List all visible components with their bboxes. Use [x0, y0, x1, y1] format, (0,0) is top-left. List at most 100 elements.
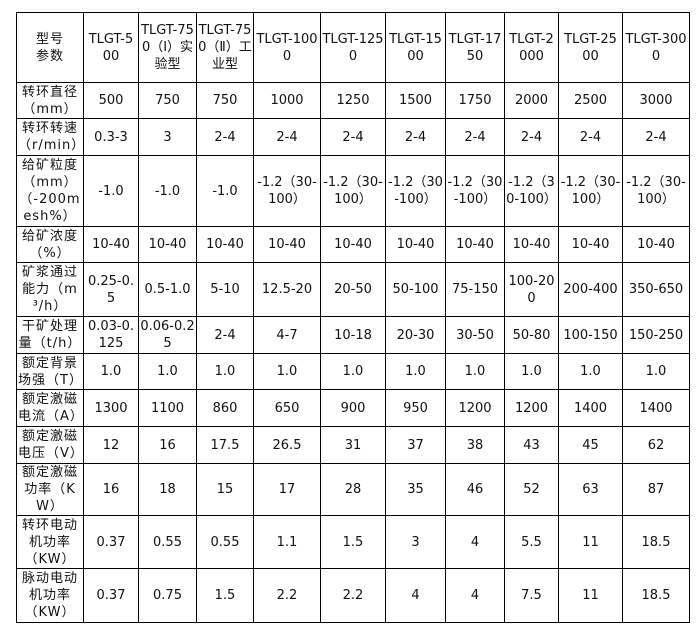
value-cell: 31: [320, 426, 386, 464]
table-row: 转环直径（mm） 500 750 750 1000 1250 1500 1750 2000 250…: [16, 82, 690, 119]
parameter-label-cell: 额定背景场强（T）: [16, 353, 84, 390]
value-cell: 75-150: [445, 262, 505, 317]
model-header-cell: TLGT-2500: [558, 12, 623, 83]
value-cell: 15: [196, 463, 254, 516]
header-corner-cell: 型号 参数: [16, 12, 84, 83]
value-cell: 750: [138, 82, 197, 119]
table-row: 脉动电动机功率（KW） 0.37 0.75 1.5 2.2 2.2 4 4 7.5 11 18.5: [16, 568, 690, 623]
value-cell: 1200: [445, 389, 505, 427]
value-cell: 0.37: [83, 568, 139, 623]
value-cell: 18.5: [622, 568, 690, 623]
value-cell: 10-40: [83, 226, 139, 263]
value-cell: 30-50: [445, 316, 505, 354]
value-cell: 1.0: [83, 353, 139, 390]
value-cell: 43: [504, 426, 559, 464]
value-cell: 1300: [83, 389, 139, 427]
table-row: 给矿粒度（mm）（-200mesh%） -1.0 -1.0 -1.0 -1.2（30-1…: [16, 155, 690, 227]
parameter-label-cell: 脉动电动机功率（KW）: [16, 568, 84, 623]
parameter-label-cell: 额定激磁功率（KW）: [16, 463, 84, 516]
table-row: 额定背景场强（T） 1.0 1.0 1.0 1.0 1.0 1.0 1.0 1.0 1.0 1.0: [16, 353, 690, 390]
model-header-cell: TLGT-1500: [385, 12, 446, 83]
value-cell: 2-4: [445, 118, 505, 156]
value-cell: 750: [196, 82, 254, 119]
value-cell: 0.55: [138, 515, 197, 569]
value-cell: 1750: [445, 82, 505, 119]
value-cell: 4: [445, 568, 505, 623]
value-cell: 12.5-20: [253, 262, 321, 317]
parameter-label-cell: 额定激磁电流（A）: [16, 389, 84, 427]
value-cell: 1000: [253, 82, 321, 119]
value-cell: 10-40: [253, 226, 321, 263]
value-cell: 1500: [385, 82, 446, 119]
value-cell: 2.2: [253, 568, 321, 623]
value-cell: 1250: [320, 82, 386, 119]
value-cell: 20-30: [385, 316, 446, 354]
value-cell: 650: [253, 389, 321, 427]
value-cell: 37: [385, 426, 446, 464]
value-cell: 10-40: [138, 226, 197, 263]
parameter-label-cell: 转环转速（r/min）: [16, 118, 84, 156]
table-row: 干矿处理量（t/h） 0.03-0.125 0.06-0.25 2-4 4-7 10-18…: [16, 316, 690, 354]
value-cell: 4: [445, 515, 505, 569]
value-cell: 10-40: [320, 226, 386, 263]
value-cell: 1.0: [445, 353, 505, 390]
value-cell: -1.2（30-100）: [445, 155, 505, 227]
value-cell: 4-7: [253, 316, 321, 354]
value-cell: 100-150: [558, 316, 623, 354]
value-cell: 2000: [504, 82, 559, 119]
parameter-label-cell: 转环直径（mm）: [16, 82, 84, 119]
parameter-label-cell: 矿浆通过能力（m³/h）: [16, 262, 84, 317]
model-header-cell: TLGT-3000: [622, 12, 690, 83]
table-row: 额定激磁电压（V） 12 16 17.5 26.5 31 37 38 43 45 62: [16, 426, 690, 464]
value-cell: 100-200: [504, 262, 559, 317]
value-cell: 62: [622, 426, 690, 464]
value-cell: 28: [320, 463, 386, 516]
value-cell: 2-4: [385, 118, 446, 156]
model-header-cell: TLGT-750（Ⅱ）工业型: [196, 12, 254, 83]
value-cell: -1.2（30-100）: [622, 155, 690, 227]
value-cell: -1.0: [83, 155, 139, 227]
value-cell: -1.0: [138, 155, 197, 227]
value-cell: 5-10: [196, 262, 254, 317]
value-cell: 1.5: [196, 568, 254, 623]
value-cell: 16: [138, 426, 197, 464]
table-row: 给矿浓度（%） 10-40 10-40 10-40 10-40 10-40 10-40 10-…: [16, 226, 690, 263]
value-cell: 16: [83, 463, 139, 516]
value-cell: 50-80: [504, 316, 559, 354]
value-cell: 26.5: [253, 426, 321, 464]
value-cell: 7.5: [504, 568, 559, 623]
value-cell: 10-40: [622, 226, 690, 263]
spec-table: 型号 参数 TLGT-500 TLGT-750（Ⅰ）实验型 TLGT-750（Ⅱ）工业…: [16, 12, 690, 623]
value-cell: 45: [558, 426, 623, 464]
value-cell: 3: [385, 515, 446, 569]
value-cell: 500: [83, 82, 139, 119]
value-cell: 10-18: [320, 316, 386, 354]
value-cell: 350-650: [622, 262, 690, 317]
value-cell: -1.0: [196, 155, 254, 227]
value-cell: 2-4: [622, 118, 690, 156]
value-cell: 1400: [558, 389, 623, 427]
value-cell: 20-50: [320, 262, 386, 317]
value-cell: -1.2（30-100）: [253, 155, 321, 227]
parameter-label-cell: 额定激磁电压（V）: [16, 426, 84, 464]
model-header-cell: TLGT-750（Ⅰ）实验型: [138, 12, 197, 83]
value-cell: 10-40: [504, 226, 559, 263]
value-cell: 17: [253, 463, 321, 516]
value-cell: 10-40: [385, 226, 446, 263]
value-cell: 2500: [558, 82, 623, 119]
value-cell: 0.75: [138, 568, 197, 623]
value-cell: 1200: [504, 389, 559, 427]
parameter-label-cell: 给矿粒度（mm）（-200mesh%）: [16, 155, 84, 227]
value-cell: 1.0: [196, 353, 254, 390]
value-cell: 10-40: [196, 226, 254, 263]
value-cell: 10-40: [445, 226, 505, 263]
value-cell: 1400: [622, 389, 690, 427]
value-cell: 3: [138, 118, 197, 156]
value-cell: 1.1: [253, 515, 321, 569]
value-cell: 63: [558, 463, 623, 516]
value-cell: 0.3-3: [83, 118, 139, 156]
value-cell: 2-4: [320, 118, 386, 156]
value-cell: -1.2（30-100）: [385, 155, 446, 227]
value-cell: 2.2: [320, 568, 386, 623]
value-cell: 1100: [138, 389, 197, 427]
